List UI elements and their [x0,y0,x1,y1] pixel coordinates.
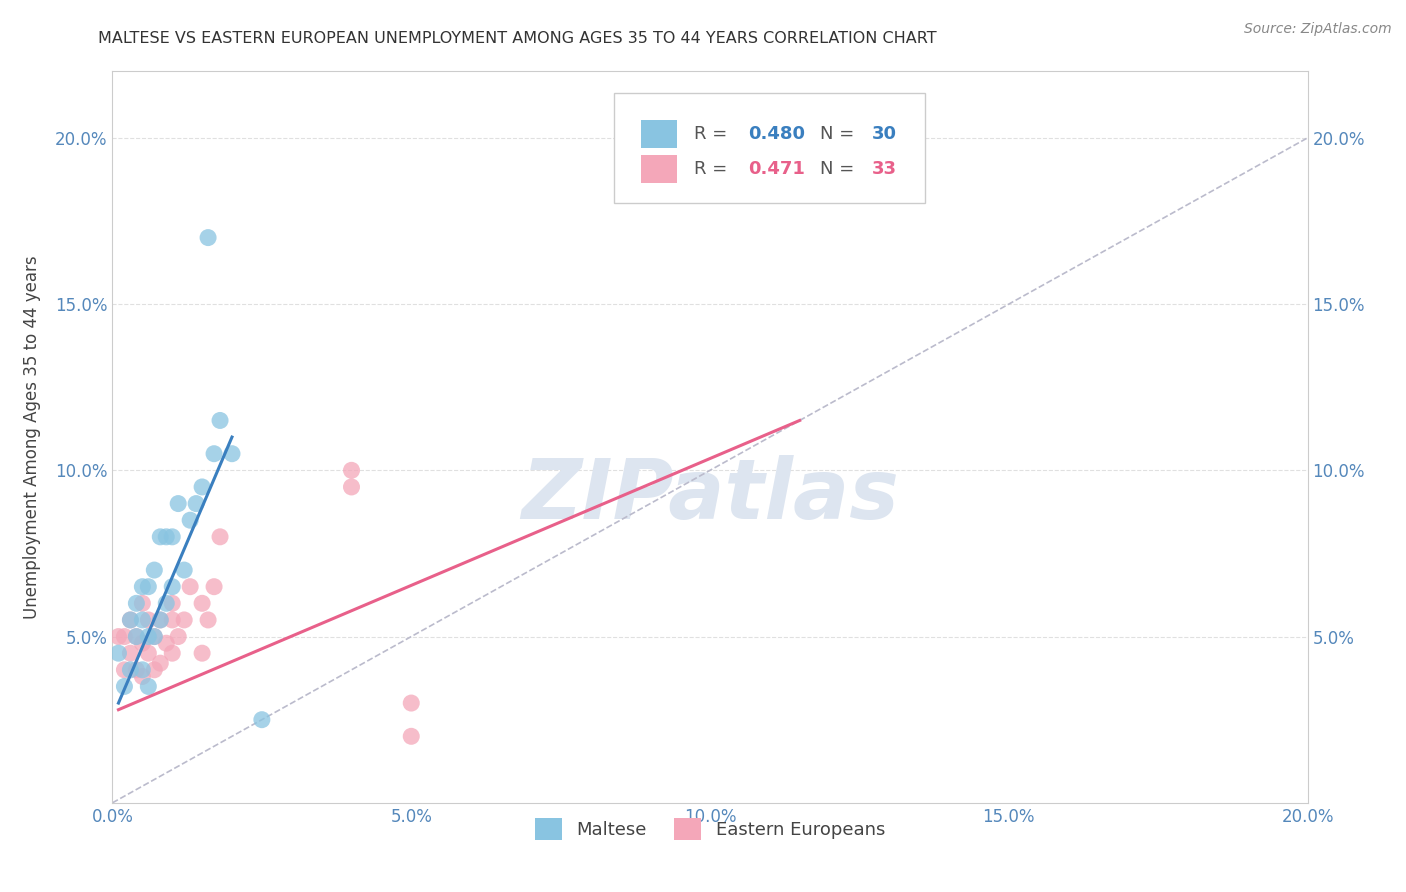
Point [114,680,135,694]
Point [125,663,148,677]
Point [209,530,232,544]
Point [131,580,153,594]
Text: 0.471: 0.471 [748,160,806,178]
Point [162,646,183,660]
Point [149,613,172,627]
Point [221,447,243,461]
Point [162,580,183,594]
Point [149,656,172,670]
Point [162,530,183,544]
Point [191,596,214,610]
Point [143,630,166,644]
Point [401,696,423,710]
Point [162,596,183,610]
Point [107,630,129,644]
FancyBboxPatch shape [641,120,676,148]
Point [191,646,214,660]
Point [155,596,177,610]
Point [167,630,190,644]
FancyBboxPatch shape [614,94,925,203]
Point [120,646,142,660]
Point [114,630,135,644]
Point [149,613,172,627]
Point [125,630,148,644]
Legend: Maltese, Eastern Europeans: Maltese, Eastern Europeans [526,808,894,848]
Text: 0.480: 0.480 [748,125,806,144]
Point [107,646,129,660]
Point [143,663,166,677]
Point [120,613,142,627]
Point [209,413,232,427]
Point [143,630,166,644]
Point [125,630,148,644]
Point [131,669,153,683]
Point [179,580,201,594]
Point [114,663,135,677]
Point [167,497,190,511]
Point [401,729,423,743]
Point [250,713,273,727]
Point [197,230,219,244]
Point [340,463,363,477]
Point [120,613,142,627]
Point [197,613,219,627]
Text: N =: N = [820,125,860,144]
Text: R =: R = [695,160,734,178]
Point [789,147,811,161]
Point [173,613,195,627]
Y-axis label: Unemployment Among Ages 35 to 44 years: Unemployment Among Ages 35 to 44 years [24,255,41,619]
Text: N =: N = [820,160,860,178]
Point [173,563,195,577]
Point [138,580,160,594]
Point [131,613,153,627]
Point [202,447,225,461]
Point [138,646,160,660]
Point [131,663,153,677]
FancyBboxPatch shape [641,154,676,183]
Point [162,613,183,627]
Text: Source: ZipAtlas.com: Source: ZipAtlas.com [1244,22,1392,37]
Point [186,497,208,511]
Point [149,530,172,544]
Text: 30: 30 [872,125,897,144]
Point [131,596,153,610]
Point [138,680,160,694]
Point [131,636,153,650]
Point [191,480,214,494]
Text: MALTESE VS EASTERN EUROPEAN UNEMPLOYMENT AMONG AGES 35 TO 44 YEARS CORRELATION C: MALTESE VS EASTERN EUROPEAN UNEMPLOYMENT… [98,31,936,46]
Point [138,613,160,627]
Point [340,480,363,494]
Point [179,513,201,527]
Point [120,663,142,677]
Text: 33: 33 [872,160,897,178]
Point [202,580,225,594]
Text: ZIPatlas: ZIPatlas [522,455,898,536]
Point [125,596,148,610]
Text: R =: R = [695,125,734,144]
Point [155,636,177,650]
Point [138,630,160,644]
Point [155,530,177,544]
Point [143,563,166,577]
